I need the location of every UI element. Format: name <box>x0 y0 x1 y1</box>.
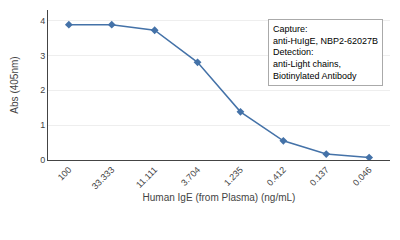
svg-text:0: 0 <box>40 155 45 165</box>
svg-text:Capture:anti-HuIgE, NBP2-62027: Capture:anti-HuIgE, NBP2-62027BDetection… <box>273 24 378 81</box>
svg-text:3: 3 <box>40 51 45 61</box>
svg-text:100: 100 <box>56 165 74 183</box>
svg-text:3.704: 3.704 <box>179 165 202 188</box>
svg-text:0.137: 0.137 <box>308 165 331 188</box>
svg-text:0.046: 0.046 <box>351 165 374 188</box>
svg-text:2: 2 <box>40 85 45 95</box>
svg-text:1.235: 1.235 <box>222 165 245 188</box>
svg-text:1: 1 <box>40 120 45 130</box>
svg-text:Human IgE (from Plasma) (ng/mL: Human IgE (from Plasma) (ng/mL) <box>143 192 296 203</box>
svg-text:0.412: 0.412 <box>265 165 288 188</box>
svg-text:33.333: 33.333 <box>90 165 117 192</box>
svg-text:Abs (405nm): Abs (405nm) <box>9 56 20 113</box>
svg-text:4: 4 <box>40 16 45 26</box>
svg-text:11.111: 11.111 <box>134 165 159 190</box>
